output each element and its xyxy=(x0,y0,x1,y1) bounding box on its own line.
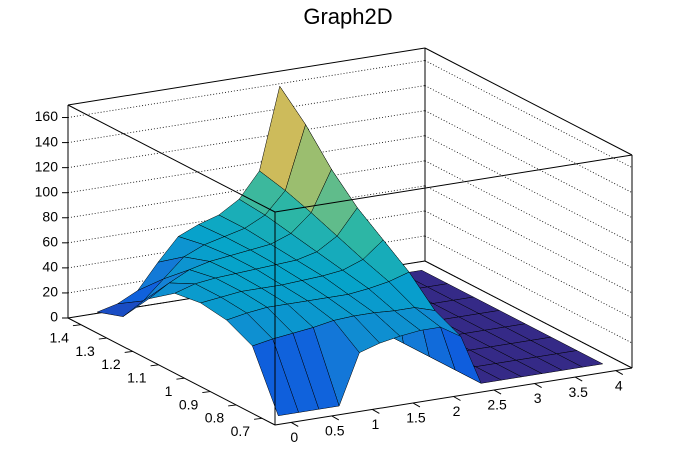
box-edge xyxy=(67,47,426,106)
y-tick xyxy=(176,377,185,380)
box-edge xyxy=(67,104,276,213)
x-tick xyxy=(615,370,624,376)
box-edge xyxy=(424,260,633,369)
grid-line xyxy=(67,60,426,118)
y-tick-label: 1.2 xyxy=(101,356,121,372)
z-tick-label: 40 xyxy=(42,259,58,275)
y-tick xyxy=(98,337,107,340)
grid-line xyxy=(67,110,426,169)
x-tick-label: 4 xyxy=(615,377,623,393)
z-tick-label: 120 xyxy=(35,158,59,174)
x-tick-label: 0.5 xyxy=(325,423,345,439)
y-tick xyxy=(202,391,211,394)
y-tick-label: 0.7 xyxy=(231,423,251,439)
y-tick xyxy=(124,350,133,353)
grid-line xyxy=(67,135,426,194)
x-tick xyxy=(534,383,542,388)
y-tick-label: 0.8 xyxy=(205,410,225,426)
y-tick xyxy=(150,364,159,367)
x-tick-label: 2 xyxy=(453,403,461,419)
x-tick-label: 3.5 xyxy=(568,384,588,400)
grid-line xyxy=(67,85,426,143)
x-tick xyxy=(574,376,583,382)
y-tick xyxy=(228,404,237,407)
y-tick-label: 1.3 xyxy=(75,343,95,359)
z-tick-label: 140 xyxy=(35,133,59,149)
x-tick xyxy=(493,389,502,395)
box-edge xyxy=(274,154,633,213)
y-tick xyxy=(72,324,81,327)
x-tick xyxy=(290,421,299,427)
box-edge xyxy=(424,47,633,156)
z-tick-label: 0 xyxy=(50,309,58,325)
x-tick xyxy=(331,415,340,421)
x-tick-label: 3 xyxy=(534,390,542,406)
x-tick-label: 1.5 xyxy=(406,410,426,426)
z-tick-label: 20 xyxy=(42,284,58,300)
z-tick-label: 60 xyxy=(42,234,58,250)
x-tick xyxy=(372,409,380,414)
x-tick-label: 1 xyxy=(371,416,379,432)
y-tick-label: 1 xyxy=(165,383,173,399)
z-tick-label: 160 xyxy=(35,108,59,124)
x-tick xyxy=(412,402,421,408)
chart-title: Graph2D xyxy=(303,4,392,29)
z-tick-label: 100 xyxy=(35,183,59,199)
axis-line xyxy=(67,317,276,426)
x-tick-label: 2.5 xyxy=(487,397,507,413)
y-tick-label: 1.4 xyxy=(49,329,69,345)
y-tick-label: 1.1 xyxy=(127,370,147,386)
x-tick-label: 0 xyxy=(290,429,298,445)
x-tick xyxy=(453,396,461,401)
y-tick-label: 0.9 xyxy=(179,396,199,412)
y-tick xyxy=(254,417,263,420)
z-tick-label: 80 xyxy=(42,208,58,224)
